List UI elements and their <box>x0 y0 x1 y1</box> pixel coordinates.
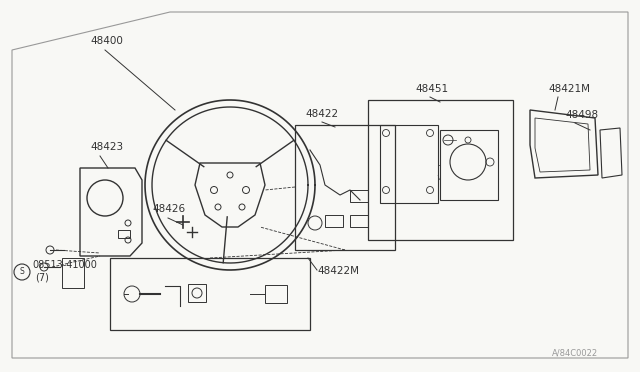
Bar <box>188 284 206 302</box>
Bar <box>118 230 130 238</box>
Bar <box>325 215 343 227</box>
Text: 08513-41000: 08513-41000 <box>32 260 97 270</box>
Text: A/84C0022: A/84C0022 <box>552 348 598 357</box>
Text: S: S <box>20 267 24 276</box>
Text: 48400: 48400 <box>90 36 123 46</box>
Text: 48422M: 48422M <box>317 266 359 276</box>
Bar <box>265 285 287 303</box>
Text: 48422: 48422 <box>305 109 338 119</box>
Text: 48451: 48451 <box>415 84 448 94</box>
Text: 48498: 48498 <box>565 110 598 120</box>
Bar <box>350 190 368 202</box>
Bar <box>368 100 513 240</box>
Text: 48423: 48423 <box>90 142 123 152</box>
Bar <box>295 125 395 250</box>
Text: 48421M: 48421M <box>548 84 590 94</box>
Bar <box>350 215 368 227</box>
Text: 48426: 48426 <box>152 204 185 214</box>
Bar <box>440 130 498 200</box>
Bar <box>62 258 84 288</box>
Text: (7): (7) <box>35 272 49 282</box>
Bar <box>110 258 310 330</box>
Bar <box>380 125 438 203</box>
